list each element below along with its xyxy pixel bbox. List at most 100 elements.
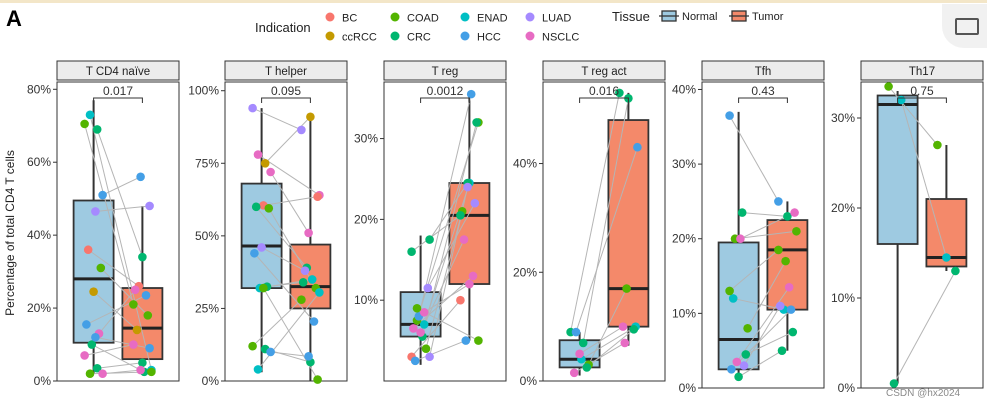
pair-line bbox=[252, 107, 302, 131]
pair-line bbox=[102, 369, 141, 375]
pair-line bbox=[270, 171, 310, 234]
point-normal-luad bbox=[91, 207, 100, 216]
point-normal-crc bbox=[425, 235, 434, 244]
y-tick-label: 30% bbox=[354, 132, 378, 146]
point-tumor-crc bbox=[788, 327, 798, 337]
panel-header bbox=[860, 60, 984, 81]
point-tumor-crc bbox=[777, 346, 787, 355]
legend-dot-ccrcc bbox=[325, 31, 335, 41]
legend-label-enad: ENAD bbox=[477, 13, 508, 25]
point-tumor-coad bbox=[143, 311, 153, 320]
point-tumor-crc bbox=[951, 266, 960, 276]
point-normal-ccrcc bbox=[260, 158, 270, 168]
point-tumor-crc bbox=[472, 118, 481, 127]
pair-line bbox=[427, 202, 476, 289]
legend: Indication BC ccRCC COAD CRC ENAD HCC LUAD NSCLC… bbox=[255, 9, 784, 44]
y-tick-label: 30% bbox=[672, 157, 696, 171]
pair-line bbox=[415, 340, 466, 362]
pair-line bbox=[261, 247, 306, 272]
legend-dot-coad bbox=[390, 12, 400, 22]
legend-title-tissue: Tissue bbox=[612, 9, 650, 24]
panel-header bbox=[542, 60, 666, 81]
point-tumor-enad bbox=[315, 288, 324, 297]
legend-dot-hcc bbox=[460, 31, 470, 41]
pair-line bbox=[268, 208, 317, 289]
significance-bracket bbox=[579, 97, 629, 103]
y-tick-label: 20% bbox=[27, 301, 51, 315]
point-normal-crc bbox=[407, 247, 416, 257]
legend-dot-bc bbox=[325, 12, 335, 22]
legend-dot-enad bbox=[460, 12, 470, 22]
pair-line bbox=[579, 326, 624, 355]
pair-line bbox=[582, 98, 629, 344]
panel-title: T CD4 naïve bbox=[86, 66, 150, 78]
point-tumor-enad bbox=[307, 275, 317, 284]
legend-label-coad: COAD bbox=[407, 13, 439, 25]
point-tumor-bc bbox=[313, 192, 322, 201]
window-toggle-button[interactable] bbox=[942, 4, 987, 48]
point-normal-nsclc bbox=[98, 369, 107, 379]
point-normal-nsclc bbox=[266, 167, 275, 177]
panel-header bbox=[224, 60, 348, 81]
y-tick-label: 30% bbox=[831, 111, 855, 125]
point-normal-crc bbox=[734, 372, 743, 382]
point-tumor-nsclc bbox=[130, 285, 140, 295]
y-tick-label: 40% bbox=[513, 157, 537, 171]
pair-line bbox=[84, 123, 134, 305]
legend-title-indication: Indication bbox=[255, 20, 311, 35]
point-tumor-hcc bbox=[136, 172, 145, 182]
pair-line bbox=[738, 350, 783, 378]
legend-label-luad: LUAD bbox=[542, 13, 571, 25]
y-tick-label: 10% bbox=[354, 293, 378, 307]
point-tumor-coad bbox=[313, 375, 322, 384]
point-tumor-nsclc bbox=[136, 365, 145, 375]
significance-bracket bbox=[93, 97, 143, 103]
y-tick-label: 75% bbox=[195, 156, 219, 170]
point-tumor-coad bbox=[147, 367, 156, 377]
pair-line bbox=[95, 205, 150, 212]
point-tumor-hcc bbox=[466, 89, 476, 99]
point-tumor-ccrcc bbox=[306, 112, 315, 122]
point-normal-nsclc bbox=[732, 357, 742, 367]
point-tumor-enad bbox=[942, 253, 951, 262]
point-normal-coad bbox=[96, 263, 106, 273]
watermark: CSDN @hx2024 bbox=[886, 388, 961, 399]
box-normal bbox=[717, 241, 760, 371]
panel-4: T reg act 0% 20% 40% 0.016 bbox=[513, 60, 666, 388]
pair-line bbox=[421, 122, 478, 337]
pair-line bbox=[581, 326, 636, 360]
point-normal-crc bbox=[741, 350, 751, 359]
legend-label-bc: BC bbox=[342, 13, 357, 25]
panel-header bbox=[701, 60, 825, 81]
point-tumor-luad bbox=[470, 198, 480, 208]
pair-line bbox=[97, 362, 143, 369]
point-tumor-hcc bbox=[774, 197, 783, 206]
point-normal-coad bbox=[85, 369, 95, 379]
point-tumor-coad bbox=[622, 284, 631, 293]
pair-line bbox=[87, 249, 140, 287]
pair-line bbox=[429, 182, 469, 240]
point-normal-coad bbox=[421, 344, 431, 353]
point-tumor-luad bbox=[463, 182, 472, 192]
pair-line bbox=[570, 92, 620, 333]
point-tumor-bc bbox=[456, 295, 465, 305]
point-tumor-hcc bbox=[633, 142, 642, 152]
y-tick-label: 0% bbox=[34, 374, 52, 388]
point-normal-hcc bbox=[91, 332, 100, 342]
y-tick-label: 40% bbox=[27, 228, 51, 242]
y-tick-label: 50% bbox=[195, 229, 219, 243]
legend-dot-nsclc bbox=[525, 31, 535, 41]
pair-line bbox=[102, 176, 141, 196]
point-normal-bc bbox=[83, 245, 93, 255]
point-normal-coad bbox=[725, 286, 734, 296]
point-normal-coad bbox=[80, 119, 89, 129]
point-tumor-crc bbox=[615, 88, 624, 98]
panel-5: Tfh 0% 10% 20% 30% 40% 0.43 bbox=[672, 60, 825, 395]
point-tumor-crc bbox=[138, 252, 147, 262]
pair-line bbox=[743, 305, 781, 366]
box-tumor bbox=[607, 119, 650, 328]
pair-line bbox=[425, 211, 463, 349]
point-normal-coad bbox=[259, 283, 268, 293]
point-tumor-nsclc bbox=[459, 235, 469, 244]
pair-line bbox=[588, 288, 628, 365]
